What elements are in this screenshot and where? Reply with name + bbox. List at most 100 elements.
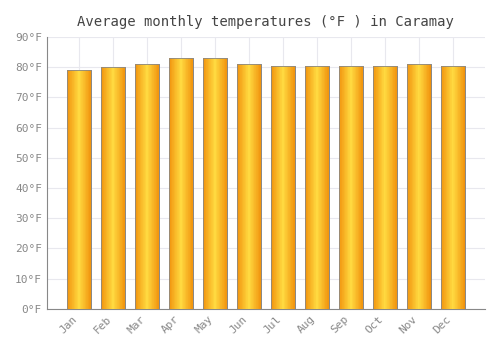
Bar	[176, 58, 178, 309]
Bar	[134, 64, 136, 309]
Bar	[386, 66, 388, 309]
Bar	[260, 64, 261, 309]
Bar	[206, 58, 207, 309]
Bar	[315, 66, 316, 309]
Bar	[254, 64, 255, 309]
Bar	[192, 58, 193, 309]
Bar	[377, 66, 378, 309]
Bar	[202, 58, 227, 309]
Bar	[381, 66, 382, 309]
Bar	[308, 66, 309, 309]
Bar	[140, 64, 141, 309]
Bar	[184, 58, 185, 309]
Bar	[282, 66, 283, 309]
Bar	[191, 58, 192, 309]
Bar	[85, 70, 86, 309]
Bar	[304, 66, 329, 309]
Bar	[249, 64, 250, 309]
Bar	[219, 58, 220, 309]
Bar	[284, 66, 285, 309]
Bar	[90, 70, 91, 309]
Bar	[356, 66, 357, 309]
Bar	[86, 70, 87, 309]
Bar	[190, 58, 191, 309]
Bar	[74, 70, 76, 309]
Bar	[150, 64, 152, 309]
Bar	[428, 64, 430, 309]
Bar	[185, 58, 186, 309]
Bar	[424, 64, 425, 309]
Bar	[246, 64, 247, 309]
Bar	[441, 66, 442, 309]
Bar	[79, 70, 80, 309]
Bar	[446, 66, 448, 309]
Bar	[170, 58, 171, 309]
Bar	[291, 66, 292, 309]
Bar	[374, 66, 375, 309]
Bar	[205, 58, 206, 309]
Bar	[152, 64, 153, 309]
Bar	[204, 58, 205, 309]
Bar	[181, 58, 182, 309]
Bar	[453, 66, 454, 309]
Bar	[425, 64, 426, 309]
Bar	[144, 64, 145, 309]
Bar	[277, 66, 278, 309]
Bar	[454, 66, 456, 309]
Bar	[318, 66, 320, 309]
Bar	[359, 66, 360, 309]
Bar	[218, 58, 219, 309]
Bar	[280, 66, 281, 309]
Bar	[81, 70, 82, 309]
Bar	[355, 66, 356, 309]
Bar	[146, 64, 147, 309]
Bar	[345, 66, 346, 309]
Bar	[106, 67, 107, 309]
Bar	[417, 64, 418, 309]
Bar	[358, 66, 359, 309]
Bar	[307, 66, 308, 309]
Bar	[419, 64, 420, 309]
Bar	[450, 66, 451, 309]
Bar	[461, 66, 462, 309]
Bar	[338, 66, 340, 309]
Bar	[314, 66, 315, 309]
Bar	[354, 66, 355, 309]
Bar	[67, 70, 91, 309]
Bar	[78, 70, 79, 309]
Bar	[179, 58, 180, 309]
Bar	[88, 70, 89, 309]
Bar	[247, 64, 248, 309]
Bar	[393, 66, 394, 309]
Bar	[341, 66, 342, 309]
Bar	[175, 58, 176, 309]
Bar	[451, 66, 452, 309]
Bar	[134, 64, 159, 309]
Bar	[67, 70, 91, 309]
Bar	[243, 64, 244, 309]
Bar	[101, 67, 102, 309]
Bar	[290, 66, 291, 309]
Bar	[390, 66, 391, 309]
Bar	[378, 66, 379, 309]
Bar	[183, 58, 184, 309]
Bar	[178, 58, 179, 309]
Bar	[288, 66, 289, 309]
Bar	[68, 70, 69, 309]
Bar	[416, 64, 417, 309]
Bar	[142, 64, 144, 309]
Bar	[464, 66, 465, 309]
Bar	[340, 66, 341, 309]
Bar	[321, 66, 322, 309]
Bar	[311, 66, 312, 309]
Bar	[236, 64, 261, 309]
Bar	[217, 58, 218, 309]
Bar	[343, 66, 344, 309]
Bar	[236, 64, 238, 309]
Bar	[77, 70, 78, 309]
Bar	[362, 66, 363, 309]
Bar	[87, 70, 88, 309]
Bar	[101, 67, 125, 309]
Bar	[118, 67, 119, 309]
Bar	[70, 70, 71, 309]
